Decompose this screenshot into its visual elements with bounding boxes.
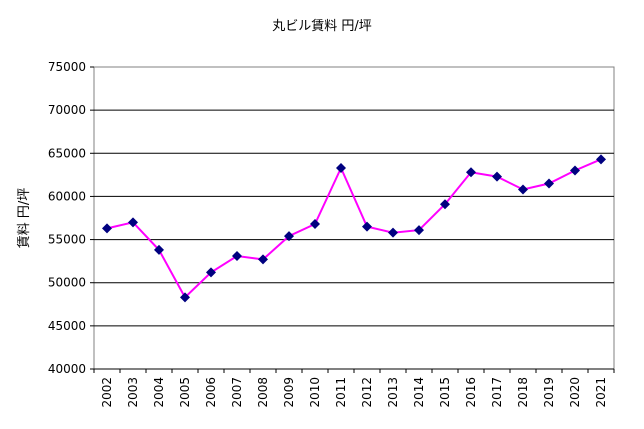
- data-point-marker: [466, 167, 476, 178]
- series-polyline: [106, 158, 602, 300]
- x-tick-label: 2003: [126, 377, 140, 408]
- data-point-marker: [596, 154, 606, 165]
- chart-title: 丸ビル賃料 円/坪: [272, 19, 372, 34]
- y-tick-label: 40000: [48, 362, 86, 376]
- data-point-marker: [258, 254, 268, 265]
- x-tick-label: 2005: [178, 377, 192, 408]
- x-tick-label: 2009: [282, 377, 296, 408]
- data-point-marker: [232, 250, 242, 261]
- x-tick-label: 2014: [412, 377, 426, 408]
- data-point-marker: [492, 171, 502, 182]
- x-tick-label: 2006: [204, 377, 218, 408]
- data-point-marker: [362, 221, 372, 232]
- series-line: [106, 158, 602, 300]
- x-tick-label: 2021: [594, 377, 608, 408]
- x-tick-label: 2002: [100, 377, 114, 408]
- data-point-marker: [388, 227, 398, 238]
- y-tick-label: 50000: [48, 276, 86, 290]
- y-axis-label: 賃料 円/坪: [17, 188, 32, 249]
- x-tick-label: 2015: [438, 377, 452, 408]
- x-tick-label: 2007: [230, 377, 244, 408]
- y-tick-label: 75000: [48, 60, 86, 74]
- data-point-marker: [440, 199, 450, 210]
- data-points: [102, 154, 606, 303]
- data-point-marker: [310, 219, 320, 230]
- data-point-marker: [206, 267, 216, 278]
- x-tick-label: 2011: [334, 377, 348, 408]
- data-point-marker: [154, 244, 164, 255]
- x-tick-label: 2018: [516, 377, 530, 408]
- data-point-marker: [414, 225, 424, 236]
- data-point-marker: [570, 165, 580, 176]
- y-tick-label: 70000: [48, 103, 86, 117]
- data-point-marker: [518, 184, 528, 195]
- x-tick-label: 2010: [308, 377, 322, 408]
- data-point-marker: [128, 217, 138, 228]
- x-tick-label: 2020: [568, 377, 582, 408]
- y-tick-label: 45000: [48, 319, 86, 333]
- gridlines: [94, 109, 614, 327]
- x-tick-label: 2008: [256, 377, 270, 408]
- x-axis: 2002 2003 2004 2005 2006 2007 2008 2009 2010 2011…: [93, 368, 615, 408]
- data-point-marker: [284, 231, 294, 242]
- x-tick-label: 2013: [386, 377, 400, 408]
- data-point-marker: [544, 178, 554, 189]
- data-point-marker: [180, 292, 190, 303]
- data-point-marker: [102, 223, 112, 234]
- y-tick-label: 60000: [48, 189, 86, 203]
- x-tick-label: 2019: [542, 377, 556, 408]
- x-tick-label: 2017: [490, 377, 504, 408]
- y-tick-label: 55000: [48, 233, 86, 247]
- x-tick-label: 2004: [152, 377, 166, 408]
- y-axis: 40000 45000 50000 55000 60000 65000 70000 75000: [48, 60, 94, 376]
- plot-area: [93, 66, 615, 370]
- y-tick-label: 65000: [48, 146, 86, 160]
- x-tick-label: 2012: [360, 377, 374, 408]
- data-point-marker: [336, 162, 346, 173]
- x-tick-label: 2016: [464, 377, 478, 408]
